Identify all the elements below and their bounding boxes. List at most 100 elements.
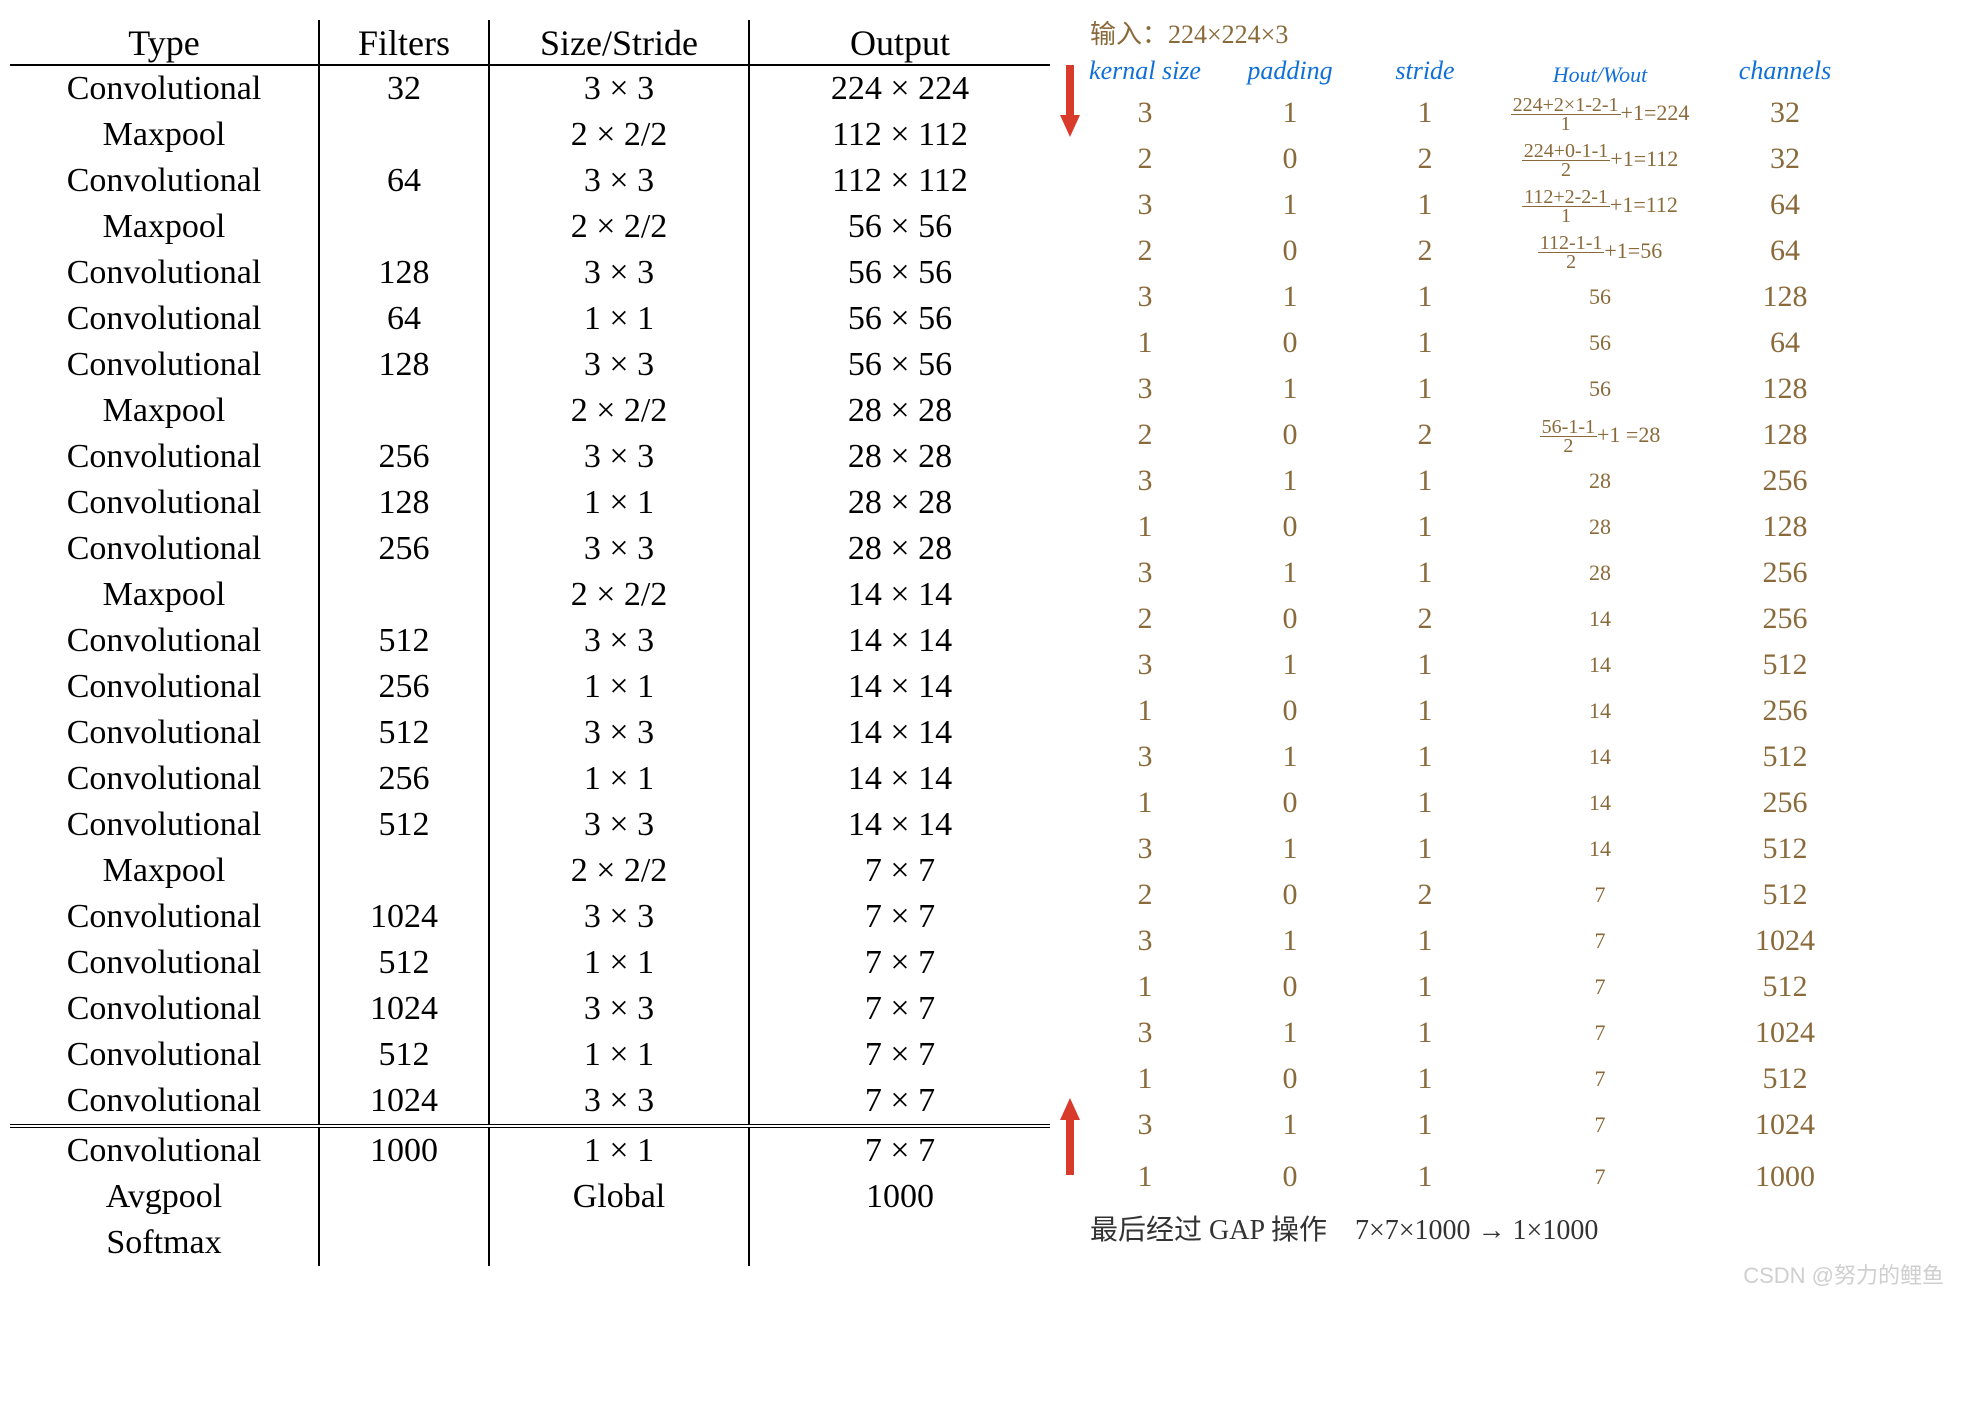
cell-hout: 224+2×1-2-11+1=224: [1490, 90, 1710, 136]
table-row: AvgpoolGlobal1000: [10, 1174, 1050, 1220]
cell-output: 112 × 112: [750, 158, 1050, 204]
cell-filters: 512: [320, 1032, 490, 1078]
table-row: Convolutional1283 × 356 × 56: [10, 250, 1050, 296]
cell-filters: 512: [320, 802, 490, 848]
cell-channels: 64: [1710, 320, 1860, 366]
hout-fraction: 224+2×1-2-11: [1511, 96, 1621, 133]
cell-filters: 128: [320, 250, 490, 296]
col-header-output: Output: [750, 20, 1050, 64]
hout-value: 7: [1595, 1066, 1606, 1091]
cell-stride: 1: [1360, 826, 1490, 872]
hout-value: 7: [1595, 974, 1606, 999]
cell-channels: 1024: [1710, 1010, 1860, 1056]
cell-output: 7 × 7: [750, 986, 1050, 1032]
cell-size: 1 × 1: [490, 756, 750, 802]
cell-padding: 1: [1220, 1010, 1360, 1056]
hand-row: 31114512: [1070, 642, 1950, 688]
cell-hout: 112+2-2-11+1=112: [1490, 182, 1710, 228]
cell-stride: 2: [1360, 596, 1490, 642]
cell-output: 224 × 224: [750, 66, 1050, 112]
hout-value: 28: [1589, 560, 1611, 585]
cell-channels: 128: [1710, 274, 1860, 320]
cell-kernel: 2: [1070, 412, 1220, 458]
cell-size: 3 × 3: [490, 1078, 750, 1124]
cell-stride: 1: [1360, 918, 1490, 964]
hand-row: 10128128: [1070, 504, 1950, 550]
cell-kernel: 3: [1070, 642, 1220, 688]
hand-row: 31128256: [1070, 458, 1950, 504]
cell-type: Convolutional: [10, 664, 320, 710]
hand-col-padding: padding: [1220, 52, 1360, 90]
hand-row: 31114512: [1070, 734, 1950, 780]
hand-row: 31156128: [1070, 274, 1950, 320]
col-header-type: Type: [10, 20, 320, 64]
cell-filters: 512: [320, 710, 490, 756]
cell-filters: [320, 572, 490, 618]
cell-output: 7 × 7: [750, 940, 1050, 986]
cell-filters: 1024: [320, 1078, 490, 1124]
table-row: Convolutional5121 × 17 × 7: [10, 940, 1050, 986]
table-row: Convolutional5123 × 314 × 14: [10, 802, 1050, 848]
red-arrow-down-icon: [1060, 115, 1080, 137]
hout-suffix: +1=56: [1604, 238, 1662, 263]
hout-suffix: +1=224: [1621, 100, 1690, 125]
cell-channels: 32: [1710, 136, 1860, 182]
input-dims-note: 输入：224×224×3: [1070, 20, 1950, 50]
hout-value: 7: [1595, 1164, 1606, 1189]
cell-hout: 28: [1490, 504, 1710, 550]
hand-row: 31171024: [1070, 1102, 1950, 1148]
cell-filters: 128: [320, 480, 490, 526]
cell-hout: 7: [1490, 1010, 1710, 1056]
cell-hout: 7: [1490, 918, 1710, 964]
cell-channels: 256: [1710, 596, 1860, 642]
hout-fraction: 224+0-1-12: [1522, 142, 1611, 179]
cell-type: Convolutional: [10, 250, 320, 296]
cell-kernel: 3: [1070, 274, 1220, 320]
cell-padding: 1: [1220, 182, 1360, 228]
hout-value: 28: [1589, 514, 1611, 539]
cell-type: Convolutional: [10, 940, 320, 986]
cell-padding: 0: [1220, 136, 1360, 182]
cell-padding: 0: [1220, 964, 1360, 1010]
cell-type: Maxpool: [10, 848, 320, 894]
cell-size: 1 × 1: [490, 664, 750, 710]
cell-padding: 1: [1220, 918, 1360, 964]
cell-padding: 1: [1220, 826, 1360, 872]
cell-output: 14 × 14: [750, 802, 1050, 848]
cell-filters: 1024: [320, 986, 490, 1032]
hand-col-stride: stride: [1360, 52, 1490, 90]
cell-padding: 0: [1220, 1154, 1360, 1200]
cell-hout: 14: [1490, 734, 1710, 780]
cell-channels: 1024: [1710, 918, 1860, 964]
cell-type: Convolutional: [10, 434, 320, 480]
cell-size: 2 × 2/2: [490, 848, 750, 894]
cell-kernel: 1: [1070, 1154, 1220, 1200]
architecture-table: Type Filters Size/Stride Output Convolut…: [10, 20, 1050, 1266]
cell-kernel: 3: [1070, 458, 1220, 504]
cell-size: 2 × 2/2: [490, 112, 750, 158]
cell-size: 1 × 1: [490, 1128, 750, 1174]
cell-stride: 2: [1360, 872, 1490, 918]
cell-output: 7 × 7: [750, 894, 1050, 940]
cell-hout: 14: [1490, 826, 1710, 872]
cell-hout: 56: [1490, 366, 1710, 412]
cell-channels: 512: [1710, 642, 1860, 688]
table-row: Convolutional10243 × 37 × 7: [10, 986, 1050, 1032]
cell-kernel: 3: [1070, 1010, 1220, 1056]
cell-channels: 512: [1710, 734, 1860, 780]
hout-value: 7: [1595, 882, 1606, 907]
cell-kernel: 2: [1070, 872, 1220, 918]
cell-type: Convolutional: [10, 802, 320, 848]
hout-value: 7: [1595, 928, 1606, 953]
table-row: Convolutional10001 × 17 × 7: [10, 1128, 1050, 1174]
cell-size: 3 × 3: [490, 710, 750, 756]
hout-fraction: 56-1-12: [1540, 418, 1597, 455]
cell-padding: 1: [1220, 642, 1360, 688]
cell-hout: 7: [1490, 964, 1710, 1010]
cell-type: Maxpool: [10, 388, 320, 434]
cell-output: 7 × 7: [750, 1032, 1050, 1078]
cell-channels: 256: [1710, 688, 1860, 734]
cell-kernel: 1: [1070, 1056, 1220, 1102]
cell-padding: 1: [1220, 550, 1360, 596]
table-row: Maxpool2 × 2/27 × 7: [10, 848, 1050, 894]
